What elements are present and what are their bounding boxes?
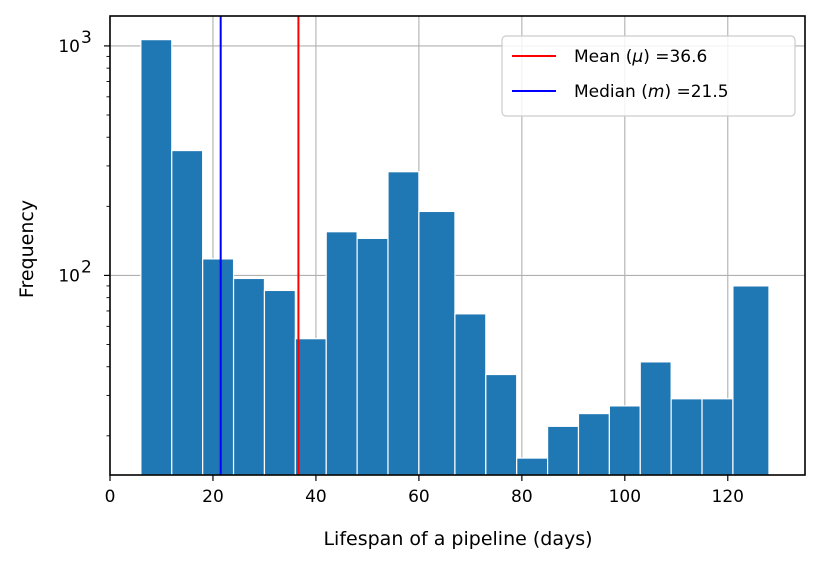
- histogram-bars: [140, 39, 770, 476]
- histogram-bar: [485, 373, 518, 476]
- histogram-bar: [701, 398, 734, 476]
- legend-mean-label: Mean (μ) =36.6: [574, 47, 707, 67]
- histogram-bar: [325, 231, 358, 476]
- histogram-bar: [294, 338, 327, 476]
- legend-median-prefix: Median (: [574, 82, 648, 102]
- histogram-bar: [639, 361, 672, 476]
- legend-median-label: Median (m) =21.5: [574, 82, 729, 102]
- x-axis-label: Lifespan of a pipeline (days): [323, 528, 592, 550]
- x-axis-ticks: 0 20 40 60 80 100 120: [105, 475, 744, 507]
- histogram-bar: [263, 289, 296, 476]
- x-tick-label: 0: [105, 487, 116, 507]
- histogram-bar: [670, 398, 703, 476]
- histogram-bar: [140, 39, 173, 476]
- histogram-bar: [608, 405, 641, 476]
- x-tick-label: 40: [305, 487, 327, 507]
- x-tick-label: 60: [408, 487, 430, 507]
- histogram-bar: [732, 285, 770, 476]
- histogram-bar: [356, 237, 389, 476]
- legend-median-symbol: m: [648, 82, 665, 102]
- histogram-bar: [516, 457, 549, 476]
- histogram-bar: [387, 171, 420, 476]
- histogram-bar: [546, 425, 580, 476]
- histogram-bar: [202, 258, 235, 476]
- legend-median-suffix: ) =21.5: [664, 82, 728, 102]
- histogram-bar: [454, 313, 487, 476]
- legend: Mean (μ) =36.6 Median (m) =21.5: [501, 35, 796, 117]
- x-tick-label: 20: [202, 487, 224, 507]
- x-tick-label: 120: [712, 487, 744, 507]
- legend-mean-suffix: ) =36.6: [643, 47, 707, 67]
- legend-mean-symbol: μ: [631, 47, 643, 67]
- histogram-bar: [171, 149, 204, 476]
- legend-mean-prefix: Mean (: [574, 47, 632, 67]
- histogram-bar: [232, 277, 266, 476]
- x-tick-label: 80: [511, 487, 533, 507]
- plot-frame: [109, 15, 806, 476]
- y-tick-label: 10: [58, 37, 80, 57]
- y-axis-label: Frequency: [16, 200, 38, 298]
- legend-box: [501, 35, 796, 117]
- y-tick-label: 10: [58, 266, 80, 286]
- histogram-bar: [418, 210, 456, 476]
- y-tick-exponent: 3: [81, 28, 92, 48]
- histogram-bar: [577, 412, 610, 476]
- x-tick-label: 100: [609, 487, 641, 507]
- y-tick-exponent: 2: [81, 257, 92, 277]
- reference-lines: [219, 16, 300, 475]
